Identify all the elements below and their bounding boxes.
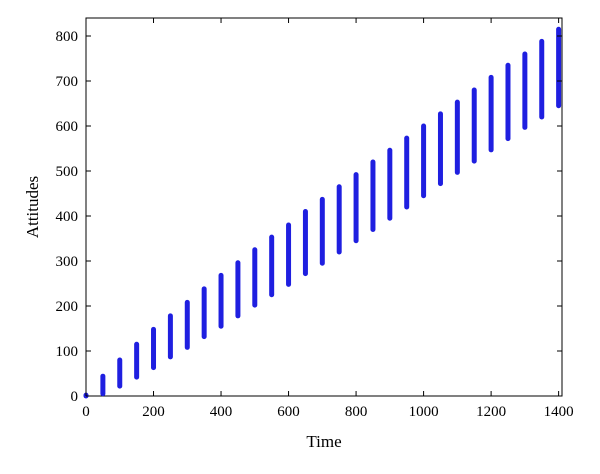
y-tick-label: 700 [56,74,79,90]
x-tick-label: 800 [345,404,368,420]
y-tick-label: 200 [56,299,79,315]
y-axis: 0 100 200 300 400 500 600 700 800 [56,29,562,405]
y-tick-label: 400 [56,209,79,225]
x-tick-label: 1000 [409,404,439,420]
y-tick-label: 300 [56,254,79,270]
x-tick-label: 1200 [476,404,506,420]
x-tick-label: 1400 [544,404,574,420]
x-tick-label: 400 [210,404,233,420]
data-marks [83,26,562,399]
x-tick-label: 200 [142,404,165,420]
plot-area-frame [85,17,563,397]
y-tick-label: 0 [71,389,79,405]
x-axis-title: Time [306,432,341,451]
y-tick-label: 600 [56,119,79,135]
x-tick-label: 600 [277,404,300,420]
y-tick-label: 500 [56,164,79,180]
x-axis: 0 200 400 600 800 1000 1200 1400 [82,18,574,420]
x-tick-label: 0 [82,404,90,420]
y-axis-title: Attitudes [23,176,42,238]
y-tick-label: 100 [56,344,79,360]
y-tick-label: 800 [56,29,79,45]
